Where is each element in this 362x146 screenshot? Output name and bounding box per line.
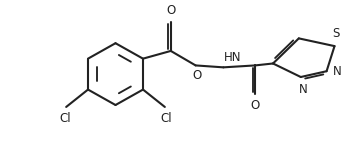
Text: N: N — [298, 83, 307, 96]
Text: Cl: Cl — [160, 112, 172, 125]
Text: Cl: Cl — [59, 112, 71, 125]
Text: O: O — [192, 69, 201, 82]
Text: O: O — [251, 99, 260, 112]
Text: N: N — [333, 65, 341, 78]
Text: S: S — [332, 27, 339, 40]
Text: HN: HN — [223, 51, 241, 64]
Text: O: O — [166, 4, 176, 17]
